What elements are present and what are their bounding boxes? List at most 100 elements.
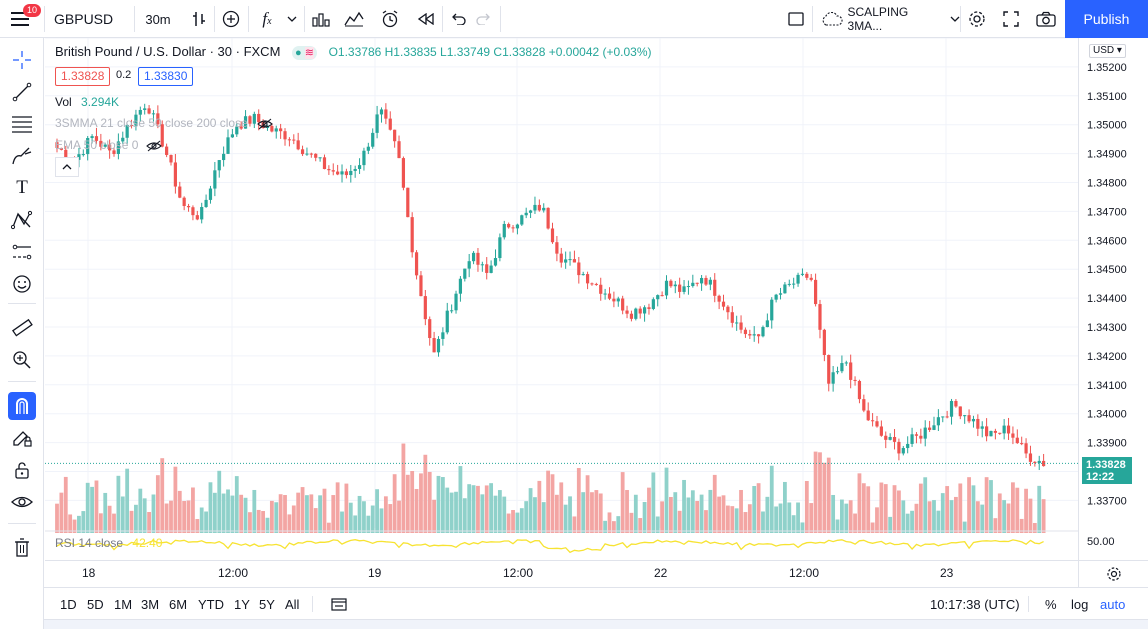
chart-settings-button[interactable] <box>1078 560 1148 587</box>
candle-body <box>463 268 467 279</box>
candle-body <box>581 274 585 276</box>
price-label: 1.33700 <box>1087 495 1127 507</box>
volume-bar <box>375 489 380 533</box>
layout-selector[interactable]: SCALPING 3MA... <box>816 0 960 38</box>
volume-bar <box>454 491 458 533</box>
range-5d[interactable]: 5D <box>87 596 104 612</box>
chart-pane[interactable] <box>45 37 1078 560</box>
candle-body <box>165 146 169 155</box>
sell-price-button[interactable]: 1.33828 <box>55 67 111 86</box>
candle-body <box>344 171 349 176</box>
ruler-tool[interactable] <box>0 312 44 344</box>
range-5y[interactable]: 5Y <box>259 596 275 612</box>
snapshot-button[interactable] <box>1031 0 1061 38</box>
volume-bar <box>497 490 502 533</box>
volume-bar <box>958 483 963 533</box>
candle-body <box>476 252 480 265</box>
clock[interactable]: 10:17:38 (UTC) <box>930 596 1020 612</box>
volume-bar <box>449 492 454 533</box>
lock-drawings-tool[interactable] <box>0 454 44 486</box>
candle-body <box>64 149 68 159</box>
magnet-tool[interactable] <box>0 390 44 422</box>
candle-body <box>546 207 550 229</box>
eye-hidden-icon[interactable] <box>145 140 162 152</box>
range-1m[interactable]: 1M <box>114 596 133 612</box>
volume-bar <box>910 510 914 533</box>
buy-price-button[interactable]: 1.33830 <box>138 67 194 86</box>
volume-bar <box>120 496 125 533</box>
emoji-tool[interactable] <box>0 268 44 300</box>
volume-bar <box>248 512 252 533</box>
redo-button[interactable] <box>472 0 496 38</box>
text-tool[interactable]: T <box>0 172 44 204</box>
candle-body <box>660 295 664 297</box>
volume-bar <box>296 492 301 533</box>
auto-toggle[interactable]: auto <box>1100 596 1126 612</box>
fib-tool[interactable] <box>0 108 44 140</box>
candle-body <box>147 108 151 114</box>
menu-button[interactable]: 10 <box>0 0 42 38</box>
candle-body <box>182 197 186 206</box>
range-3m[interactable]: 3M <box>141 596 160 612</box>
volume-bar <box>326 522 331 533</box>
undo-button[interactable] <box>446 0 470 38</box>
range-1d[interactable]: 1D <box>60 596 77 612</box>
bar-style-button[interactable] <box>186 0 212 38</box>
price-label: 1.34500 <box>1087 264 1127 276</box>
candle-body <box>528 210 533 213</box>
trend-line-tool[interactable] <box>0 76 44 108</box>
hide-drawings-tool[interactable] <box>0 486 44 518</box>
volume-bar <box>967 477 971 533</box>
time-axis[interactable]: 18 12:00 19 12:00 22 12:00 23 <box>45 560 1078 587</box>
eye-hidden-icon[interactable] <box>257 118 273 130</box>
go-to-date-button[interactable] <box>331 588 347 620</box>
volume-bar <box>971 485 976 533</box>
indicators-button[interactable]: fx <box>254 0 280 38</box>
candle-body <box>537 204 541 211</box>
fullscreen-chart-button[interactable] <box>782 0 810 38</box>
prediction-tool[interactable] <box>0 236 44 268</box>
ema-legend[interactable]: EMA 50 close 0 <box>55 138 162 152</box>
candle-body <box>993 430 997 433</box>
candle-body <box>1011 433 1015 438</box>
alert-button[interactable] <box>376 0 404 38</box>
settings-button[interactable] <box>963 0 991 38</box>
wave-icon: ≋ <box>304 46 314 59</box>
replay-button[interactable] <box>412 0 440 38</box>
stay-in-drawing-tool[interactable] <box>0 422 44 454</box>
square-icon <box>788 12 804 26</box>
range-6m[interactable]: 6M <box>169 596 188 612</box>
price-axis[interactable]: 1.35200 1.35100 1.35000 1.34900 1.34800 1.347… <box>1078 38 1148 560</box>
log-toggle[interactable]: log <box>1071 596 1089 612</box>
smma-legend[interactable]: 3SMMA 21 close 50 close 200 close <box>55 116 273 130</box>
indicators-dropdown[interactable] <box>283 0 301 38</box>
range-1y[interactable]: 1Y <box>234 596 250 612</box>
volume-bar <box>81 511 86 533</box>
volume-bar <box>923 477 928 533</box>
financials-button[interactable] <box>308 0 334 38</box>
publish-button[interactable]: Publish <box>1065 0 1148 38</box>
remove-drawings-tool[interactable] <box>0 532 44 564</box>
templates-button[interactable] <box>340 0 368 38</box>
price-chart[interactable] <box>45 37 1078 560</box>
symbol-search[interactable]: GBPUSD <box>54 11 114 27</box>
volume-bar <box>677 510 682 533</box>
fullscreen-button[interactable] <box>997 0 1025 38</box>
candle-body <box>822 329 826 356</box>
volume-bar <box>423 454 428 533</box>
candle-body <box>125 125 129 138</box>
candle-body <box>585 274 590 284</box>
range-ytd[interactable]: YTD <box>198 596 224 612</box>
pattern-tool[interactable] <box>0 204 44 236</box>
volume-bar <box>63 476 68 533</box>
interval-button[interactable]: 30m <box>145 11 171 27</box>
collapse-legend-button[interactable] <box>55 157 79 177</box>
candle-body <box>542 207 546 211</box>
percent-toggle[interactable]: % <box>1045 596 1057 612</box>
crosshair-tool[interactable] <box>0 44 44 76</box>
range-all[interactable]: All <box>285 596 300 612</box>
compare-button[interactable] <box>218 0 244 38</box>
zoom-tool[interactable] <box>0 344 44 376</box>
currency-selector[interactable]: USD ▾ <box>1089 44 1126 58</box>
brush-tool[interactable] <box>0 140 44 172</box>
